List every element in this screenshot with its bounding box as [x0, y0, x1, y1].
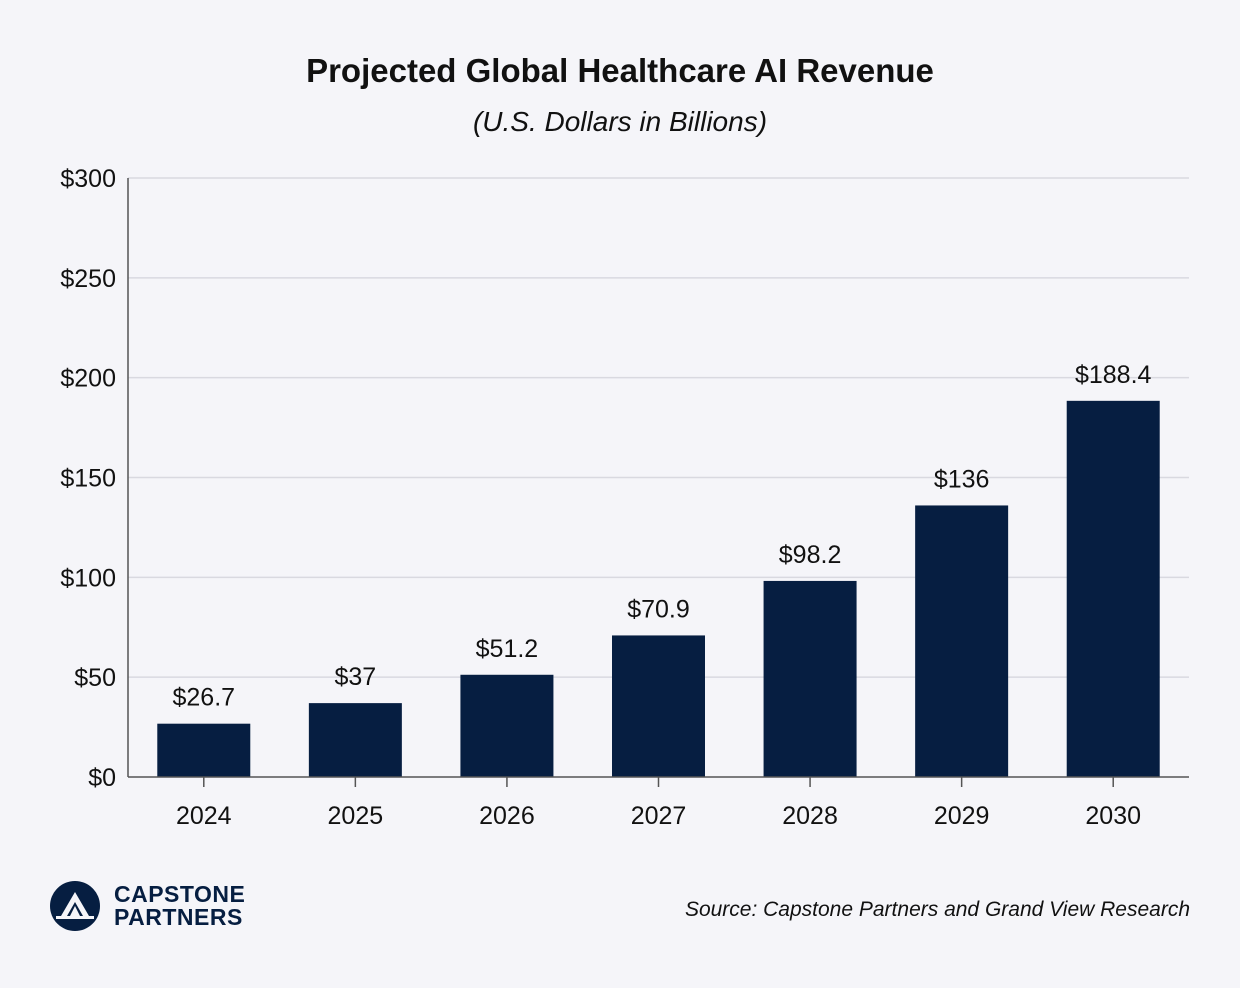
bar [157, 723, 251, 777]
bar-value-label: $51.2 [476, 635, 539, 663]
bar [1066, 400, 1160, 777]
x-tick-label: 2028 [782, 802, 838, 830]
bar [460, 674, 554, 777]
logo-line-partners: PARTNERS [114, 904, 243, 930]
x-tick-label: 2030 [1085, 802, 1141, 830]
chart-title: Projected Global Healthcare AI Revenue [306, 52, 934, 89]
source-note: Source: Capstone Partners and Grand View… [684, 898, 1190, 921]
bar [612, 635, 705, 777]
y-tick-label: $150 [60, 465, 116, 493]
bar-value-label: $188.4 [1075, 361, 1152, 389]
x-tick-label: 2024 [176, 802, 232, 830]
y-tick-label: $50 [74, 664, 116, 692]
chart-subtitle: (U.S. Dollars in Billions) [472, 106, 768, 137]
logo-wordmark: CAPSTONE PARTNERS [114, 883, 245, 929]
y-tick-label: $0 [88, 764, 116, 792]
logo-line-capstone: CAPSTONE [114, 881, 246, 907]
bar-value-label: $136 [934, 465, 990, 493]
y-tick-label: $300 [60, 165, 116, 193]
y-tick-label: $250 [60, 265, 116, 293]
x-tick-label: 2026 [479, 802, 535, 830]
y-tick-label: $100 [60, 564, 116, 592]
capstone-partners-logo: CAPSTONE PARTNERS [50, 881, 245, 931]
capstone-mountain-logo-icon [50, 881, 100, 931]
bar-value-label: $98.2 [779, 541, 842, 569]
bar [308, 703, 402, 777]
y-tick-label: $200 [60, 365, 116, 393]
x-tick-label: 2025 [328, 802, 384, 830]
bar [763, 580, 857, 777]
x-tick-label: 2029 [934, 802, 990, 830]
bar-value-label: $26.7 [173, 684, 236, 712]
x-tick-label: 2027 [631, 802, 687, 830]
bar-value-label: $37 [334, 663, 376, 691]
bar-chart: $0 $50 $100 $150 $200 $250 $300 $26.7 2024 $37 202… [60, 165, 1189, 830]
bar [915, 505, 1009, 777]
bar-value-label: $70.9 [627, 595, 690, 623]
